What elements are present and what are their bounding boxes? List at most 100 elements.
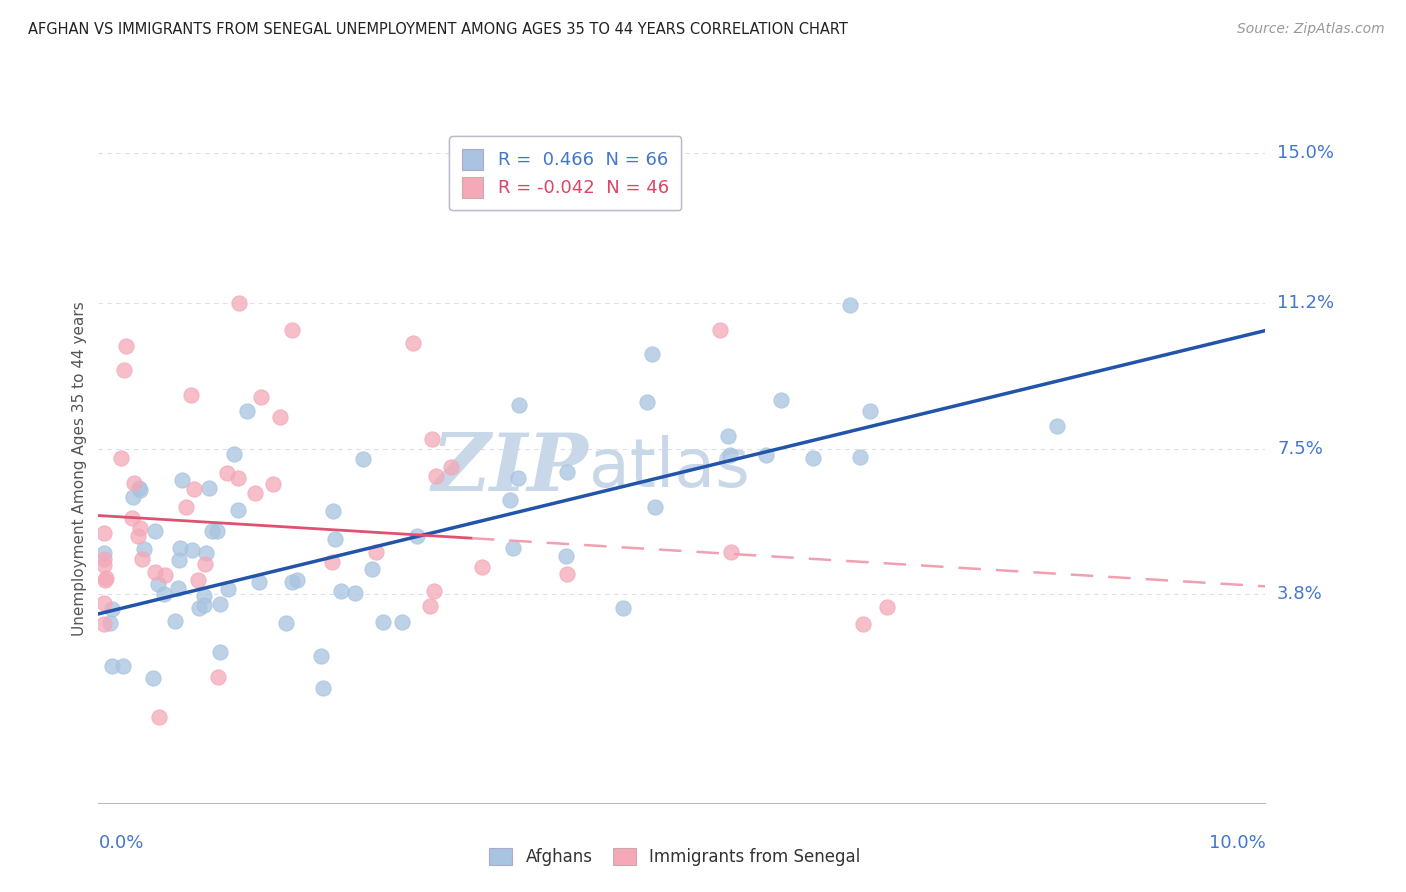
Point [167, 581, 190, 595]
Point [838, 298, 860, 312]
Point [423, 583, 446, 598]
Legend: R =  0.466  N = 66, R = -0.042  N = 46: R = 0.466 N = 66, R = -0.042 N = 46 [449, 136, 682, 211]
Point [180, 388, 202, 402]
Point [309, 648, 332, 663]
Point [361, 562, 384, 576]
Point [287, 574, 309, 588]
Point [209, 598, 232, 612]
Point [312, 681, 335, 695]
Point [93, 526, 115, 541]
Point [188, 601, 211, 615]
Point [419, 599, 441, 613]
Point [187, 573, 209, 587]
Point [322, 503, 344, 517]
Point [876, 600, 898, 615]
Point [121, 510, 143, 524]
Point [180, 542, 202, 557]
Point [174, 500, 197, 514]
Point [801, 450, 824, 465]
Point [146, 577, 169, 591]
Point [194, 558, 217, 572]
Point [198, 481, 221, 495]
Point [391, 615, 413, 629]
Point [169, 553, 191, 567]
Point [193, 599, 215, 613]
Point [129, 483, 152, 497]
Point [112, 658, 135, 673]
Point [644, 500, 666, 514]
Point [163, 615, 186, 629]
Point [269, 409, 291, 424]
Text: 11.2%: 11.2% [1277, 294, 1334, 312]
Point [195, 546, 218, 560]
Text: 3.8%: 3.8% [1277, 585, 1323, 603]
Point [402, 336, 425, 351]
Point [153, 587, 176, 601]
Text: 15.0%: 15.0% [1277, 145, 1334, 162]
Point [93, 545, 115, 559]
Point [243, 486, 266, 500]
Point [612, 601, 634, 615]
Point [440, 459, 463, 474]
Point [208, 645, 231, 659]
Point [321, 555, 343, 569]
Point [755, 449, 778, 463]
Point [228, 296, 250, 310]
Text: 7.5%: 7.5% [1277, 440, 1323, 458]
Point [236, 404, 259, 418]
Point [128, 521, 150, 535]
Point [859, 404, 882, 418]
Text: 0.0%: 0.0% [98, 834, 143, 852]
Point [720, 545, 742, 559]
Point [143, 566, 166, 580]
Text: AFGHAN VS IMMIGRANTS FROM SENEGAL UNEMPLOYMENT AMONG AGES 35 TO 44 YEARS CORRELA: AFGHAN VS IMMIGRANTS FROM SENEGAL UNEMPL… [28, 22, 848, 37]
Point [124, 475, 146, 490]
Point [352, 452, 374, 467]
Text: atlas: atlas [589, 435, 749, 501]
Y-axis label: Unemployment Among Ages 35 to 44 years: Unemployment Among Ages 35 to 44 years [72, 301, 87, 636]
Point [499, 492, 522, 507]
Point [263, 477, 285, 491]
Point [420, 432, 443, 446]
Point [406, 529, 429, 543]
Point [183, 482, 205, 496]
Point [280, 323, 302, 337]
Point [207, 670, 229, 684]
Point [142, 671, 165, 685]
Point [110, 450, 132, 465]
Point [217, 582, 239, 597]
Point [172, 473, 194, 487]
Point [852, 617, 875, 632]
Point [770, 392, 793, 407]
Point [636, 395, 658, 409]
Point [718, 449, 741, 463]
Point [93, 595, 115, 609]
Point [201, 524, 224, 539]
Point [148, 710, 170, 724]
Point [323, 532, 346, 546]
Point [330, 583, 353, 598]
Point [247, 574, 270, 589]
Point [471, 560, 494, 574]
Point [502, 541, 524, 556]
Point [343, 586, 366, 600]
Point [373, 615, 395, 630]
Point [425, 468, 447, 483]
Point [717, 429, 740, 443]
Point [169, 541, 191, 555]
Point [93, 551, 115, 566]
Point [1045, 418, 1067, 433]
Point [249, 391, 271, 405]
Point [555, 465, 578, 479]
Point [98, 616, 121, 631]
Point [93, 573, 115, 587]
Point [508, 398, 530, 412]
Point [222, 447, 245, 461]
Point [274, 615, 297, 630]
Point [555, 549, 578, 563]
Point [366, 545, 388, 559]
Point [226, 503, 249, 517]
Point [193, 589, 215, 603]
Point [709, 323, 731, 337]
Point [281, 574, 304, 589]
